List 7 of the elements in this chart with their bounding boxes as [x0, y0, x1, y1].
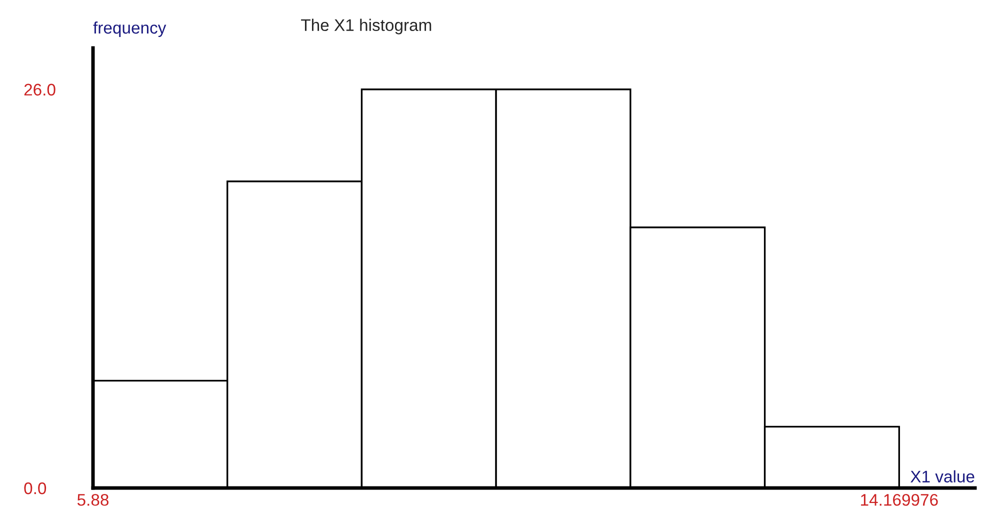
chart-title: The X1 histogram	[301, 18, 432, 34]
x-tick-label: 5.88	[77, 494, 108, 506]
y-tick-label: 0.0	[24, 482, 46, 494]
y-axis-title: frequency	[93, 21, 166, 37]
x-axis-title: X1 value	[910, 470, 974, 483]
y-tick-label: 26.0	[24, 84, 56, 96]
x-tick-label: 14.169976	[861, 494, 938, 506]
